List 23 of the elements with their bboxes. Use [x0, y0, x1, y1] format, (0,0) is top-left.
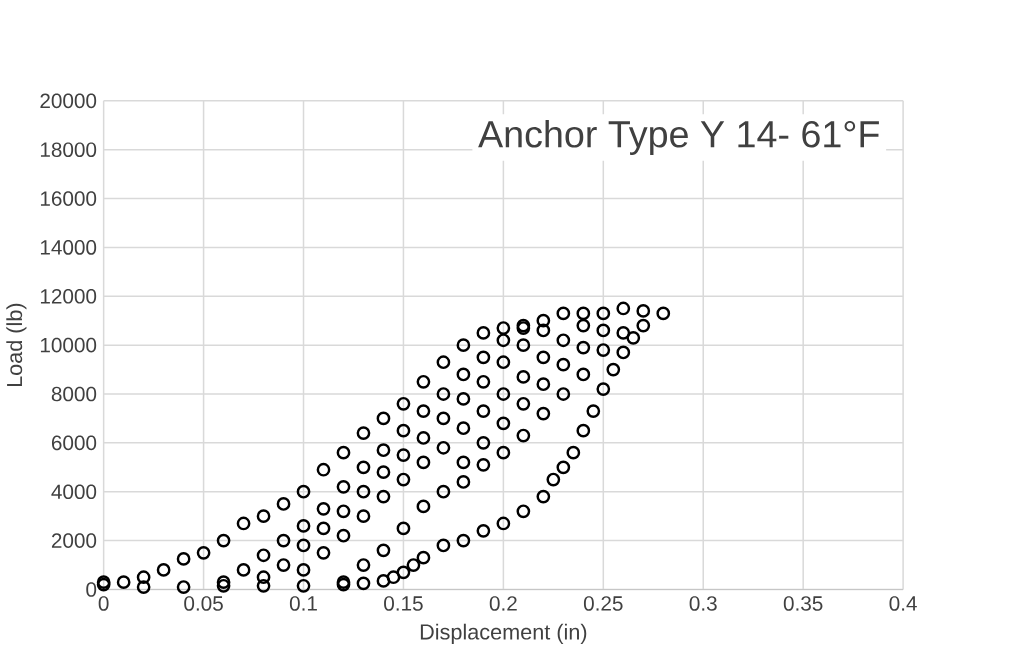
- x-tick-label: 0.2: [489, 596, 517, 611]
- y-tick-label: 6000: [51, 435, 97, 451]
- x-tick-label: 0.25: [583, 596, 623, 611]
- y-tick-label: 4000: [51, 484, 97, 500]
- x-tick-label: 0.4: [889, 596, 917, 611]
- y-tick-label: 18000: [40, 142, 97, 158]
- y-tick-label: 16000: [40, 191, 97, 206]
- x-axis-title: Displacement (in): [420, 623, 587, 644]
- x-tick-label: 0.1: [289, 596, 317, 611]
- chart-title: Anchor Type Y 14- 61°F: [478, 119, 879, 156]
- y-tick-label: 10000: [40, 337, 97, 353]
- y-tick-label: 20000: [40, 93, 97, 109]
- y-tick-label: 0: [86, 582, 97, 597]
- y-tick-label: 2000: [51, 533, 97, 549]
- x-tick-label: 0.05: [184, 596, 223, 611]
- x-tick-label: 0.35: [783, 596, 823, 611]
- y-axis-title: Load (lb): [6, 303, 27, 387]
- x-tick-label: 0.3: [689, 596, 717, 611]
- y-tick-label: 14000: [40, 240, 97, 255]
- x-tick-label: 0.15: [384, 596, 423, 611]
- y-tick-label: 12000: [40, 289, 97, 304]
- x-tick-label: 0: [98, 596, 109, 611]
- y-tick-label: 8000: [51, 386, 97, 402]
